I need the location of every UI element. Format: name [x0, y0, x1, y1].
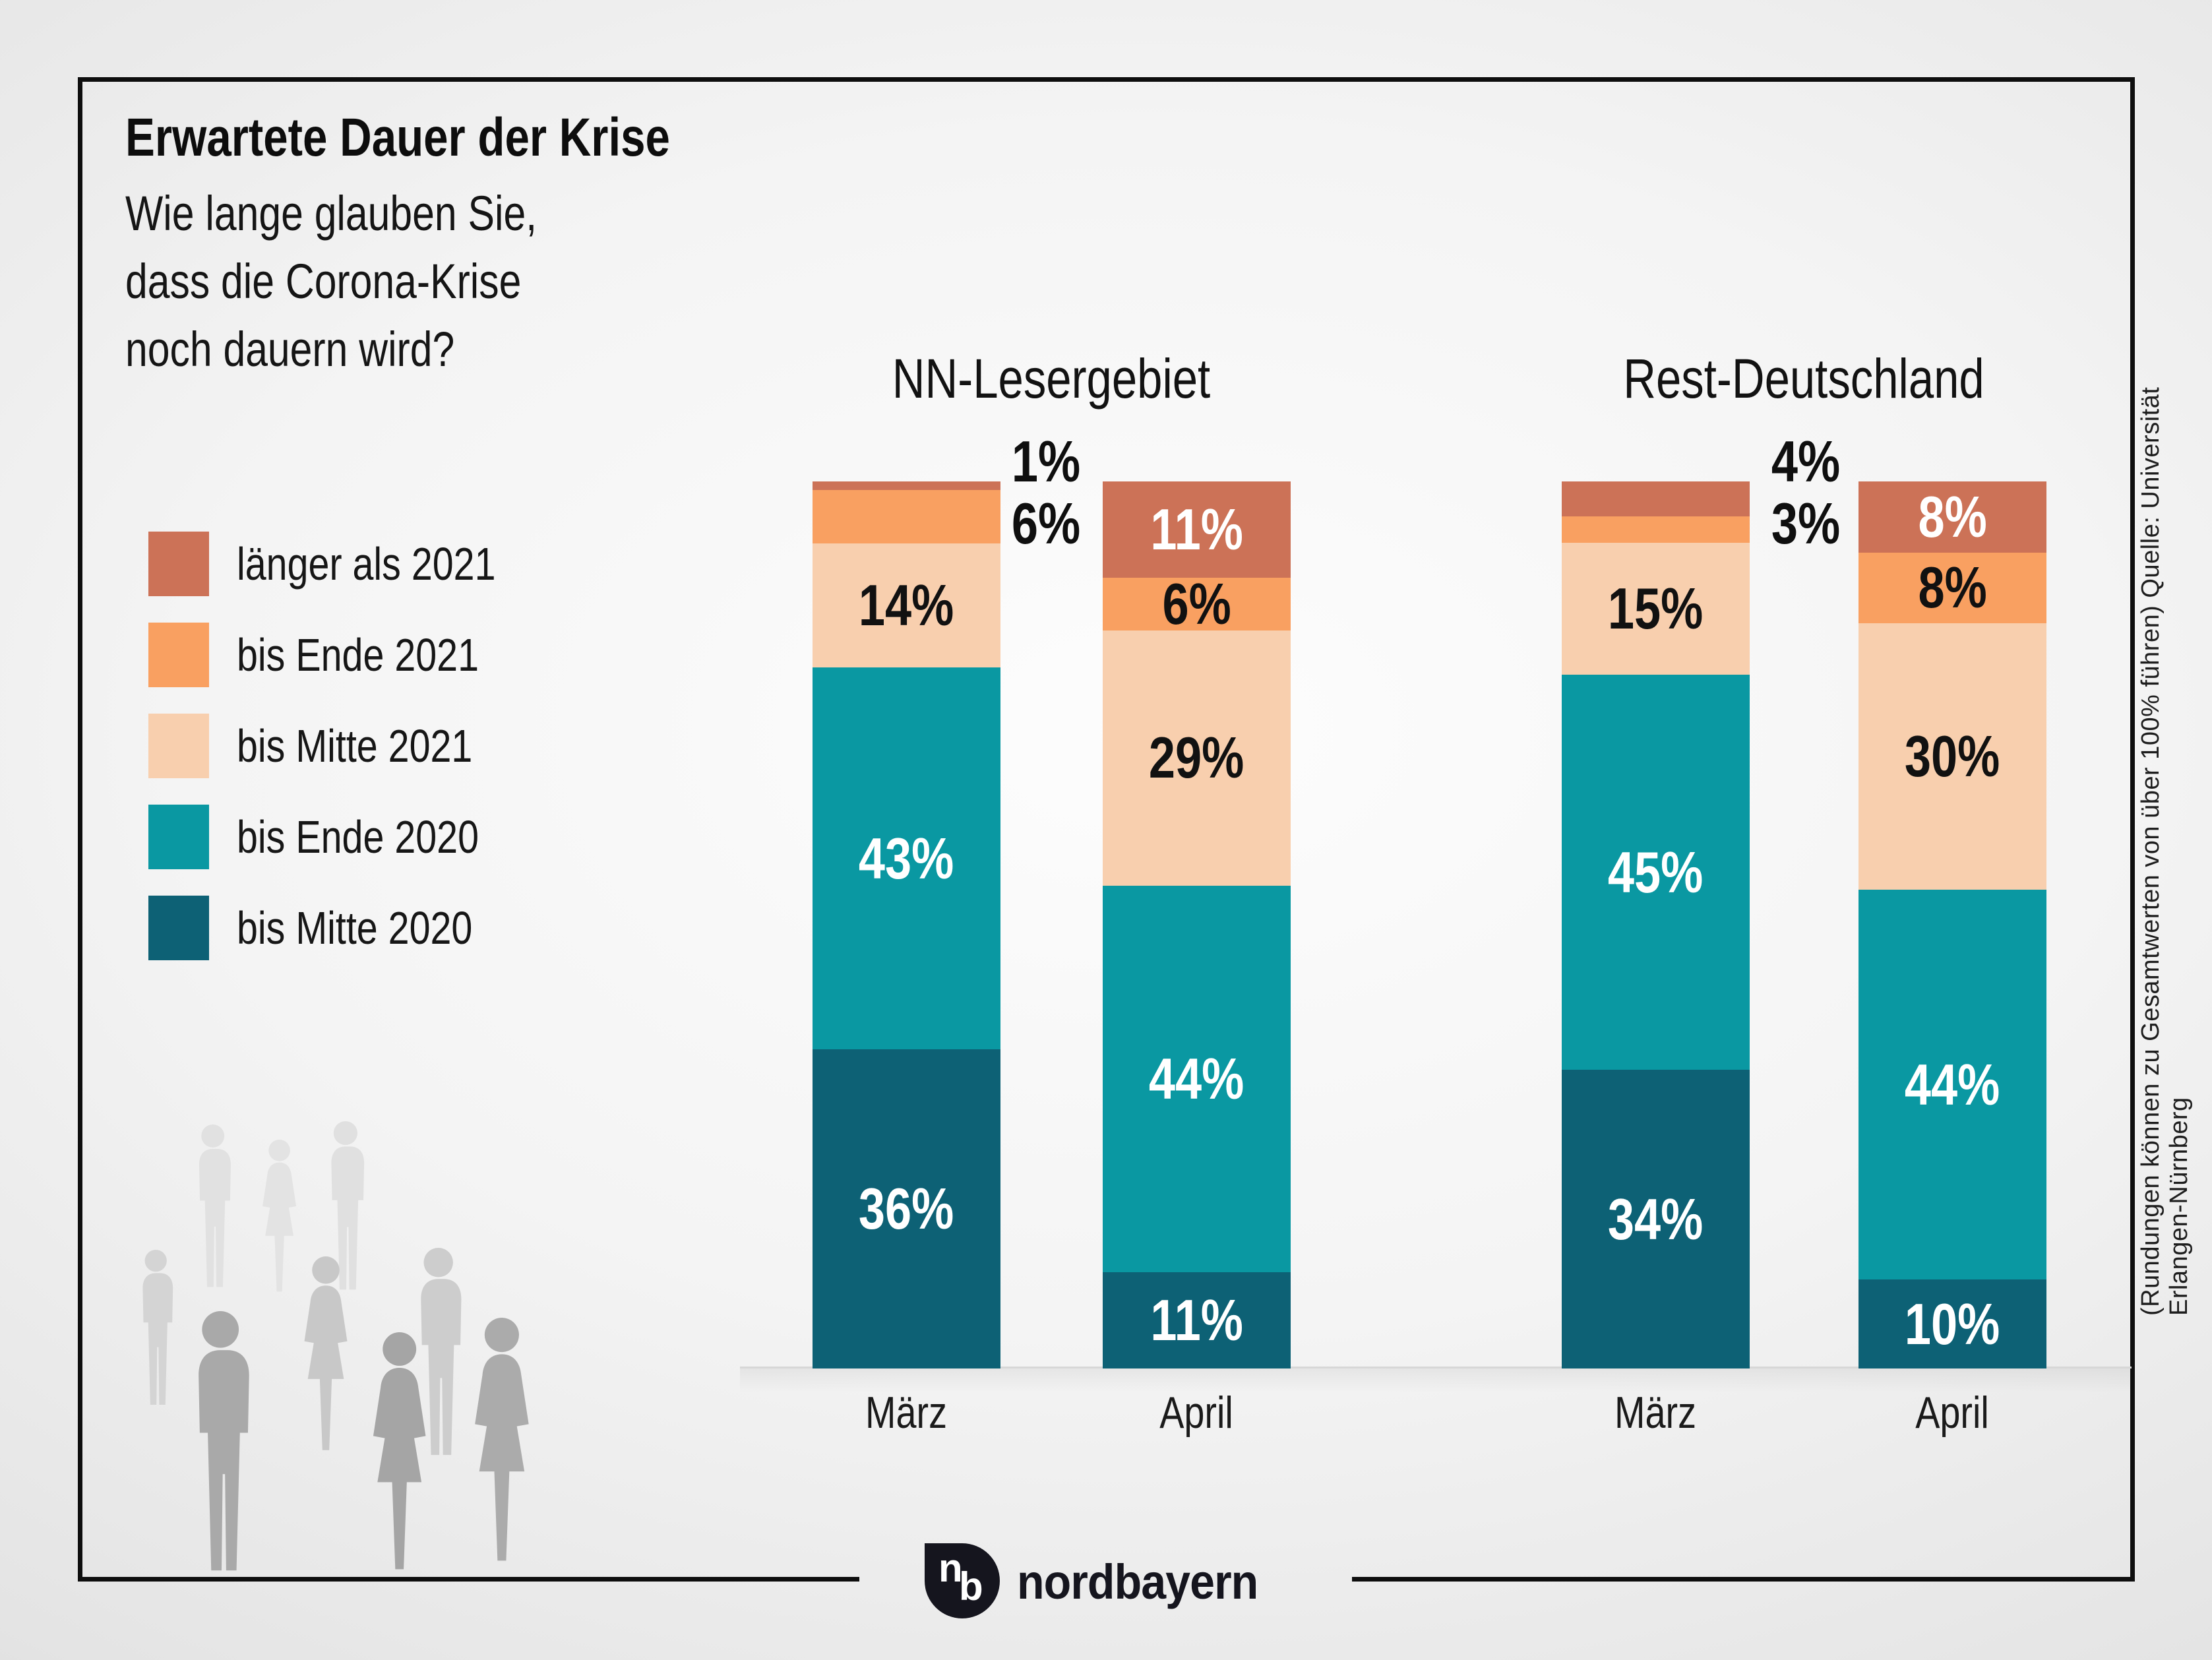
bar-segment: 8% — [1859, 552, 2046, 624]
bar-segment: 11% — [1103, 481, 1291, 578]
group-header-rest-deutschland: Rest-Deutschland — [1623, 348, 1984, 410]
frame-bottom-right-segment — [1352, 1577, 2135, 1582]
bar-segment: 34% — [1562, 1070, 1750, 1368]
bar-segment: 36% — [813, 1049, 1000, 1368]
bar-segment: 6% — [1103, 571, 1291, 637]
logo-monogram-n: n — [938, 1546, 963, 1590]
frame-bottom-left-segment — [78, 1577, 859, 1582]
segment-value-label: 6% — [1162, 571, 1231, 637]
legend-label: bis Ende 2020 — [237, 811, 479, 863]
legend-swatch-bis-ende-2021 — [148, 623, 209, 687]
bar-segment: 43% — [813, 667, 1000, 1049]
segment-value-label: 36% — [859, 1175, 954, 1241]
legend-swatch-bis-mitte-2020 — [148, 896, 209, 960]
segment-value-label: 8% — [1918, 483, 1987, 549]
group-header-nn-lesergebiet: NN-Lesergebiet — [892, 348, 1211, 410]
stacked-bar-rest-maerz: 15% 45% 34% — [1562, 481, 1750, 1368]
legend-item: bis Mitte 2021 — [148, 714, 553, 778]
subtitle-line: dass die Corona-Krise — [125, 254, 522, 309]
subtitle-line: Wie lange glauben Sie, — [125, 186, 538, 241]
bar-segment: 8% — [1859, 481, 2046, 553]
bar-segment — [813, 481, 1000, 491]
segment-value-label: 29% — [1149, 725, 1244, 791]
bar-segment: 45% — [1562, 674, 1750, 1070]
bar-segment: 15% — [1562, 543, 1750, 675]
frame-border — [78, 77, 2135, 1582]
baseline-shadow — [740, 1368, 2132, 1392]
segment-value-label: 15% — [1608, 576, 1704, 642]
legend-swatch-bis-ende-2020 — [148, 805, 209, 869]
legend-label: bis Ende 2021 — [237, 629, 479, 681]
bar-segment — [813, 490, 1000, 544]
month-label: April — [1915, 1388, 1989, 1438]
bar-segment: 30% — [1859, 623, 2046, 890]
outside-value-label: 1% — [1011, 429, 1080, 494]
month-label: April — [1159, 1388, 1233, 1438]
legend-swatch-bis-mitte-2021 — [148, 714, 209, 778]
bar-segment: 44% — [1859, 889, 2046, 1280]
legend: länger als 2021 bis Ende 2021 bis Mitte … — [148, 532, 553, 987]
outside-value-label: 4% — [1771, 429, 1840, 494]
bar-segment — [1562, 516, 1750, 543]
segment-value-label: 44% — [1149, 1045, 1244, 1111]
bar-segment: 11% — [1103, 1272, 1291, 1368]
page-subtitle: Wie lange glauben Sie, dass die Corona-K… — [125, 179, 627, 383]
month-label: März — [865, 1388, 947, 1438]
segment-value-label: 45% — [1608, 839, 1704, 905]
legend-item: bis Ende 2020 — [148, 805, 553, 869]
segment-value-label: 34% — [1608, 1186, 1704, 1252]
legend-label: bis Mitte 2020 — [237, 902, 473, 954]
source-note-vertical: (Rundungen können zu Gesamtwerten von üb… — [2137, 386, 2193, 1316]
bar-segment — [1562, 481, 1750, 517]
legend-label: länger als 2021 — [237, 538, 496, 590]
people-silhouettes — [142, 1121, 529, 1571]
segment-value-label: 8% — [1918, 555, 1987, 621]
bar-segment: 44% — [1103, 885, 1291, 1272]
page-title: Erwartete Dauer der Krise — [125, 108, 670, 168]
segment-value-label: 11% — [1150, 497, 1243, 563]
stacked-bar-nn-maerz: 14% 43% 36% — [813, 481, 1000, 1368]
logo-monogram-b: b — [959, 1564, 983, 1609]
segment-value-label: 44% — [1905, 1051, 2000, 1117]
month-label: März — [1614, 1388, 1696, 1438]
segment-value-label: 43% — [859, 825, 954, 891]
stacked-bar-nn-april: 11% 6% 29% 44% 11% — [1103, 481, 1291, 1368]
baseline-axis — [740, 1367, 2132, 1368]
legend-item: bis Mitte 2020 — [148, 896, 553, 960]
stacked-bar-rest-april: 8% 8% 30% 44% 10% — [1859, 481, 2046, 1368]
legend-swatch-laenger-als-2021 — [148, 532, 209, 596]
subtitle-line: noch dauern wird? — [125, 322, 455, 377]
bar-segment: 10% — [1859, 1279, 2046, 1368]
segment-value-label: 10% — [1905, 1291, 2000, 1357]
legend-item: länger als 2021 — [148, 532, 553, 596]
logo-wordmark: nordbayern — [1017, 1554, 1258, 1609]
outside-value-label: 3% — [1771, 491, 1840, 556]
bar-segment: 14% — [813, 543, 1000, 668]
legend-label: bis Mitte 2021 — [237, 720, 473, 772]
segment-value-label: 30% — [1905, 723, 2000, 789]
outside-value-label: 6% — [1011, 491, 1080, 556]
bar-segment: 29% — [1103, 630, 1291, 886]
legend-item: bis Ende 2021 — [148, 623, 553, 687]
segment-value-label: 11% — [1150, 1287, 1243, 1353]
nordbayern-logo-drop-icon: n b — [925, 1543, 1000, 1618]
segment-value-label: 14% — [859, 572, 954, 638]
